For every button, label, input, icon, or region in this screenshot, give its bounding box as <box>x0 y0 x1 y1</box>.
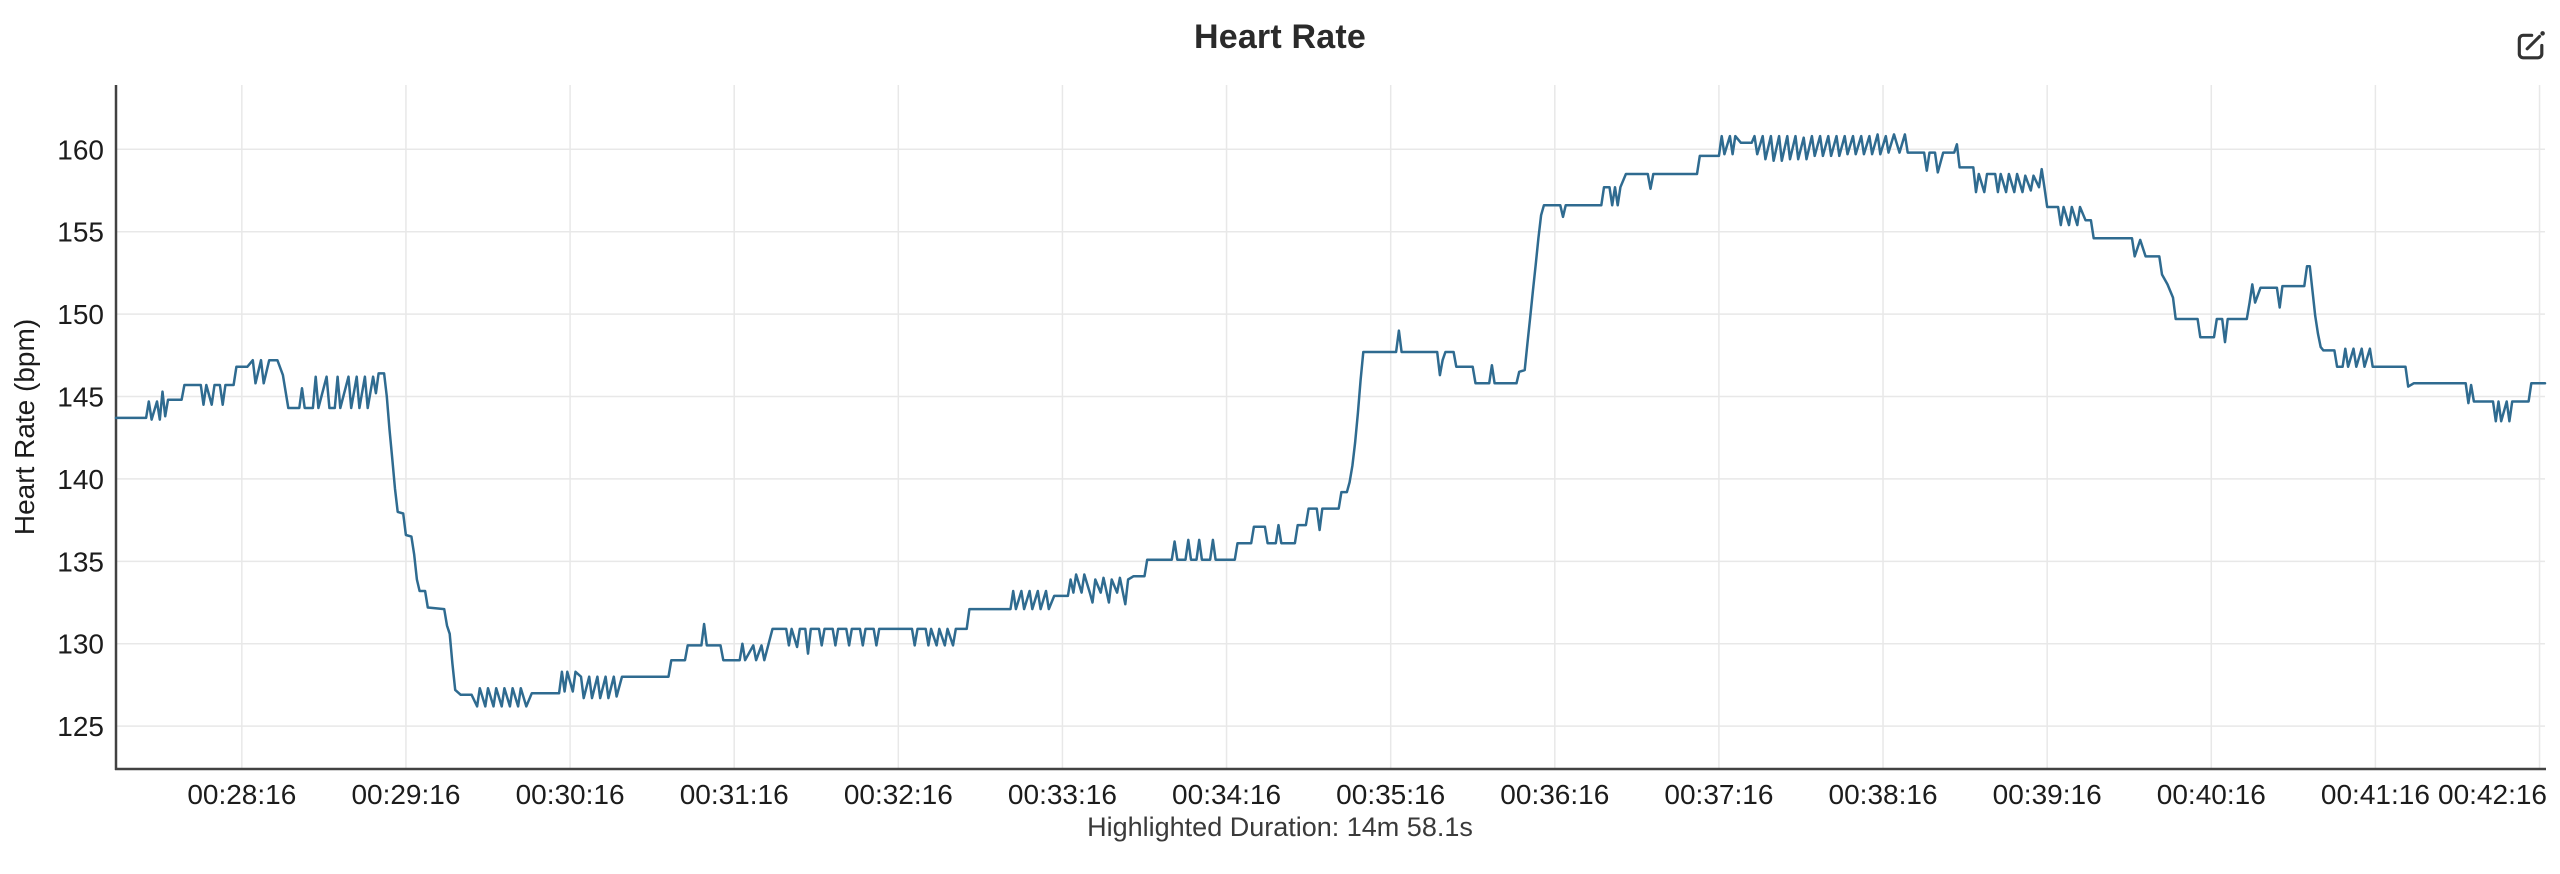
x-axis-tick-labels: 00:28:16 00:29:16 00:30:16 00:31:16 00:32:16… <box>187 779 2547 810</box>
edit-chart-button[interactable] <box>2512 28 2548 64</box>
y-tick-label: 130 <box>57 629 104 660</box>
chart-title: Heart Rate <box>1193 18 1367 56</box>
y-tick-label: 140 <box>57 464 104 495</box>
y-tick-label: 160 <box>57 134 104 165</box>
edit-pencil-square-icon <box>2517 31 2545 60</box>
x-tick-label: 00:39:16 <box>1993 779 2102 810</box>
x-tick-label: 00:42:16 <box>2438 779 2547 810</box>
y-axis-label: Heart Rate (bpm) <box>9 319 40 535</box>
x-tick-label: 00:30:16 <box>516 779 625 810</box>
x-tick-label: 00:40:16 <box>2157 779 2266 810</box>
x-tick-label: 00:37:16 <box>1664 779 1773 810</box>
axis-spines <box>114 85 2546 771</box>
x-tick-label: 00:36:16 <box>1500 779 1609 810</box>
highlighted-duration-label: Highlighted Duration: 14m 58.1s <box>1087 812 1473 842</box>
y-tick-label: 145 <box>57 382 104 413</box>
gridlines <box>116 85 2545 769</box>
heart-rate-line-series <box>114 133 2547 708</box>
x-tick-label: 00:34:16 <box>1172 779 1281 810</box>
x-tick-label: 00:35:16 <box>1336 779 1445 810</box>
y-tick-label: 125 <box>57 711 104 742</box>
y-tick-label: 155 <box>57 217 104 248</box>
x-tick-label: 00:32:16 <box>844 779 953 810</box>
x-tick-label: 00:31:16 <box>680 779 789 810</box>
x-tick-label: 00:33:16 <box>1008 779 1117 810</box>
x-tick-label: 00:28:16 <box>187 779 296 810</box>
x-tick-label: 00:29:16 <box>351 779 460 810</box>
x-tick-label: 00:41:16 <box>2321 779 2430 810</box>
x-tick-label: 00:38:16 <box>1829 779 1938 810</box>
y-tick-label: 135 <box>57 546 104 577</box>
y-axis-tick-labels: 125 130 135 140 145 150 155 160 <box>57 134 104 742</box>
y-tick-label: 150 <box>57 299 104 330</box>
